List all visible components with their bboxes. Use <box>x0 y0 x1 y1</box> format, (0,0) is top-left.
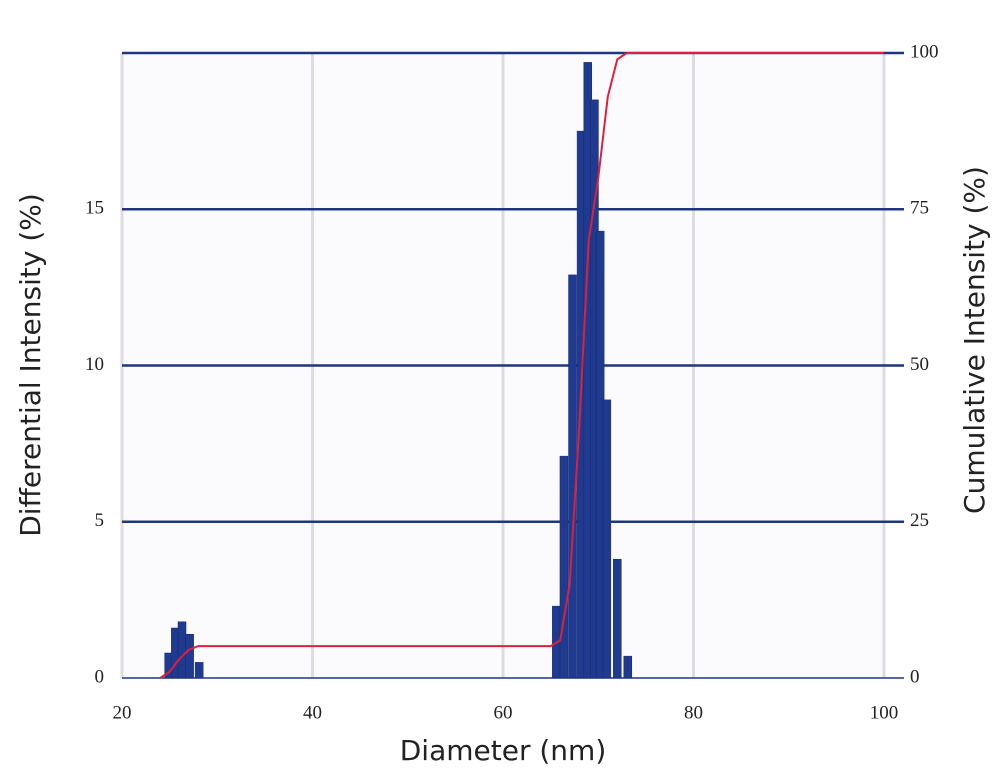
y2-tick-label: 25 <box>910 510 929 531</box>
x-tick-label: 20 <box>113 702 132 723</box>
x-tick-label: 60 <box>494 702 513 723</box>
y-tick-label: 10 <box>85 354 104 375</box>
y2-tick-label: 75 <box>910 198 929 219</box>
x-tick-label: 80 <box>684 702 703 723</box>
y-axis-label: Differential Intensity (%) <box>14 193 47 537</box>
y-tick-label: 15 <box>85 198 104 219</box>
bar <box>613 559 622 679</box>
bar <box>623 655 633 679</box>
bar <box>185 634 194 679</box>
y2-tick-label: 100 <box>910 41 939 62</box>
x-axis-label: Diameter (nm) <box>400 734 607 767</box>
bar <box>559 455 569 679</box>
x-tick-label: 100 <box>870 702 899 723</box>
bar <box>177 621 187 679</box>
y2-axis-label: Cumulative Intensity (%) <box>958 166 991 514</box>
bar <box>194 662 204 679</box>
y2-tick-label: 50 <box>910 354 929 375</box>
x-tick-label: 40 <box>303 702 322 723</box>
y-tick-label: 5 <box>95 510 105 531</box>
y-tick-label: 0 <box>95 666 105 687</box>
cumulative-line <box>159 52 884 679</box>
y2-tick-label: 0 <box>910 666 920 687</box>
bar <box>602 399 612 679</box>
